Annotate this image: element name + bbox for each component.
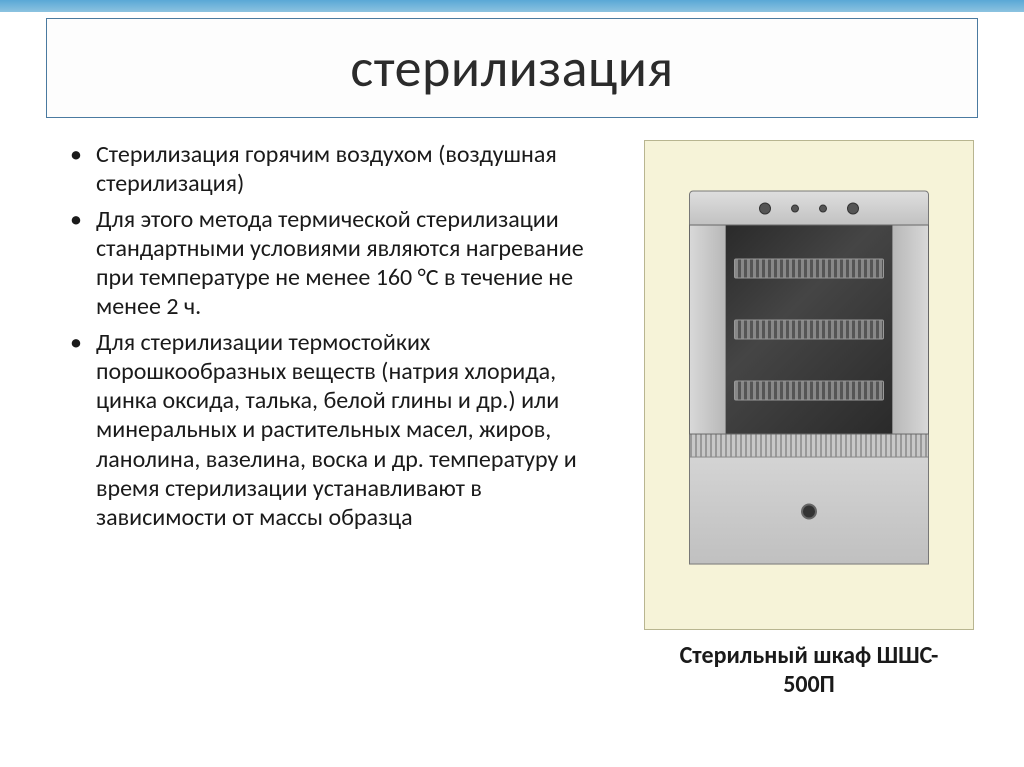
image-area: Стерильный шкаф ШШС- 500П xyxy=(644,140,974,700)
cabinet-control-panel xyxy=(689,191,929,225)
shelf-icon xyxy=(734,381,884,401)
bullet-list: Стерилизация горячим воздухом (воздушная… xyxy=(68,140,608,532)
title-box: стерилизация xyxy=(46,18,978,118)
image-frame xyxy=(644,140,974,630)
cabinet-base xyxy=(689,435,929,565)
shelf-icon xyxy=(734,320,884,340)
dial-icon xyxy=(759,202,771,214)
slide: стерилизация Стерилизация горячим воздух… xyxy=(0,0,1024,767)
cabinet-interior xyxy=(726,226,892,434)
slide-title: стерилизация xyxy=(350,35,673,101)
cabinet-chamber xyxy=(689,225,929,435)
bullet-item: Для стерилизации термостойких порошкообр… xyxy=(68,328,608,533)
dial-icon xyxy=(819,204,827,212)
dial-icon xyxy=(791,204,799,212)
bullet-item: Стерилизация горячим воздухом (воздушная… xyxy=(68,140,608,199)
bullet-item: Для этого метода термической стерилизаци… xyxy=(68,205,608,322)
sterilizer-cabinet-illustration xyxy=(689,191,929,565)
image-caption: Стерильный шкаф ШШС- 500П xyxy=(644,642,974,700)
knob-icon xyxy=(801,504,817,520)
cabinet-door-left xyxy=(690,226,726,434)
dial-icon xyxy=(847,202,859,214)
caption-line: 500П xyxy=(783,670,835,699)
caption-line: Стерильный шкаф ШШС- xyxy=(680,641,939,670)
cabinet-door-right xyxy=(892,226,928,434)
shelf-icon xyxy=(734,258,884,278)
bullet-content: Стерилизация горячим воздухом (воздушная… xyxy=(68,140,608,538)
top-accent-bar xyxy=(0,0,1024,12)
